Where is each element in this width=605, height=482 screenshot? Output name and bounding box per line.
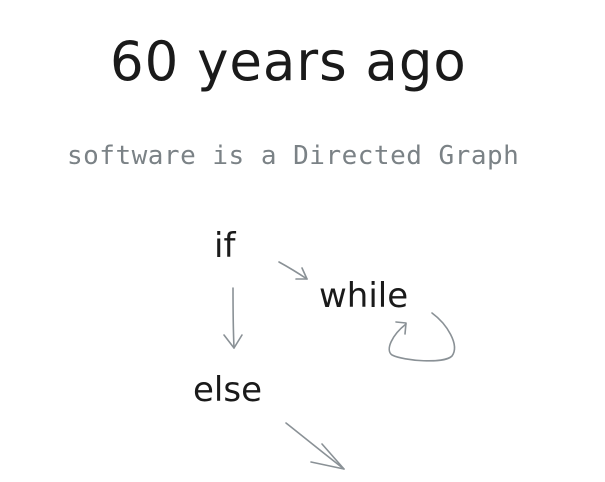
graph-node-if: if	[214, 226, 236, 266]
edge-else-out-arrow	[285, 422, 345, 470]
page-title: 60 years ago	[110, 30, 467, 93]
edge-if-while-arrow	[278, 261, 308, 280]
graph-node-while: while	[319, 276, 409, 316]
edge-while-loop-arrow	[388, 312, 456, 362]
page-subtitle: software is a Directed Graph	[67, 141, 520, 171]
graph-node-else: else	[193, 370, 262, 410]
edge-if-else-arrow	[223, 287, 243, 349]
